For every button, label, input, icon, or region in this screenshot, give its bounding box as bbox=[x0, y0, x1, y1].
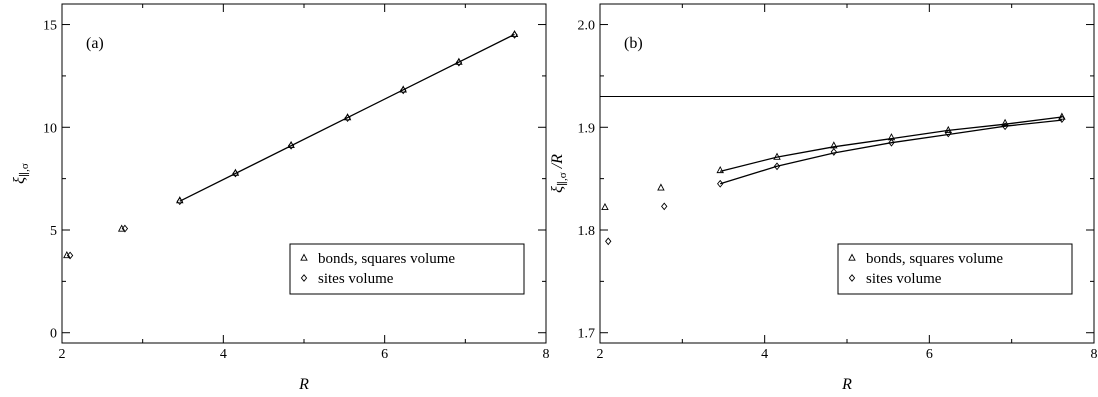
data-point-triangle bbox=[830, 141, 838, 149]
data-point-diamond bbox=[287, 141, 295, 150]
data-point-diamond bbox=[400, 86, 407, 95]
panel-b: 2 4 6 8 1.7 1.8 1.9 2.0 Rξ∥,σ /R (b) bonds, square… bbox=[549, 3, 1098, 393]
legend-entry: bonds, squares volume bbox=[318, 251, 455, 267]
x-tick-label: 2 bbox=[597, 347, 604, 362]
panel-label: (b) bbox=[624, 35, 643, 52]
x-axis-label: R bbox=[298, 376, 309, 393]
y-tick-label: 10 bbox=[43, 121, 57, 136]
legend-marker bbox=[300, 274, 308, 282]
data-point-triangle bbox=[944, 125, 953, 134]
y-axis-label: ξ∥,σ bbox=[11, 163, 31, 184]
y-tick-label: 1.8 bbox=[578, 224, 596, 239]
legend: bonds, squares volume sites volume bbox=[837, 243, 1073, 295]
data-point-diamond bbox=[1058, 115, 1066, 123]
y-tick-label: 0 bbox=[50, 327, 57, 342]
legend-marker bbox=[848, 274, 856, 282]
legend-entry: bonds, squares volume bbox=[866, 251, 1003, 267]
data-point-diamond bbox=[455, 58, 463, 67]
data-point-diamond bbox=[888, 138, 895, 147]
data-point-diamond bbox=[830, 148, 838, 156]
legend-box bbox=[837, 243, 1073, 295]
legend-marker bbox=[300, 253, 308, 261]
y-tick-label: 5 bbox=[50, 224, 57, 239]
fit-curve bbox=[179, 33, 515, 202]
y-axis-label: ξ∥,σ /R bbox=[549, 154, 569, 193]
x-tick-label: 6 bbox=[926, 347, 933, 362]
panel-a: 2 4 6 8 0 5 10 15 Rξ∥,σ (a) bonds, squares volume s… bbox=[11, 3, 550, 393]
data-point-diamond bbox=[344, 114, 351, 122]
data-point-triangle bbox=[1058, 112, 1066, 120]
data-point-diamond bbox=[232, 169, 239, 178]
x-tick-label: 4 bbox=[220, 347, 227, 362]
legend: bonds, squares volume sites volume bbox=[289, 243, 525, 295]
y-tick-label: 2.0 bbox=[578, 19, 596, 34]
x-tick-label: 8 bbox=[543, 347, 550, 362]
fit-curve bbox=[720, 116, 1062, 173]
y-tick-label: 1.7 bbox=[578, 327, 596, 342]
y-tick-label: 1.9 bbox=[578, 121, 596, 136]
legend-entry: sites volume bbox=[318, 271, 394, 287]
data-point-diamond bbox=[1001, 122, 1009, 131]
data-point-diamond bbox=[773, 162, 781, 171]
data-point-diamond bbox=[176, 197, 183, 206]
data-point-diamond bbox=[945, 129, 952, 138]
data-point-triangle bbox=[657, 183, 665, 191]
data-point-diamond bbox=[717, 179, 724, 188]
x-tick-label: 4 bbox=[761, 347, 768, 362]
legend-marker bbox=[848, 253, 856, 261]
data-point-triangle bbox=[117, 224, 126, 232]
data-point-diamond bbox=[661, 202, 668, 211]
y-tick-label: 15 bbox=[43, 19, 57, 34]
fit-curve bbox=[720, 119, 1062, 185]
data-point-triangle bbox=[1001, 118, 1009, 126]
x-tick-label: 8 bbox=[1091, 347, 1098, 362]
data-point-diamond bbox=[511, 30, 518, 39]
legend-entry: sites volume bbox=[866, 271, 942, 287]
data-point-diamond bbox=[605, 237, 612, 246]
data-point-diamond bbox=[121, 224, 129, 233]
data-point-triangle bbox=[773, 152, 781, 160]
x-axis-label: R bbox=[841, 376, 852, 393]
data-point-triangle bbox=[716, 165, 724, 174]
x-tick-label: 2 bbox=[59, 347, 66, 362]
x-tick-label: 6 bbox=[381, 347, 388, 362]
data-point-diamond bbox=[66, 251, 74, 260]
data-point-triangle bbox=[601, 202, 609, 211]
panel-label: (a) bbox=[86, 35, 104, 52]
legend-box bbox=[289, 243, 525, 295]
